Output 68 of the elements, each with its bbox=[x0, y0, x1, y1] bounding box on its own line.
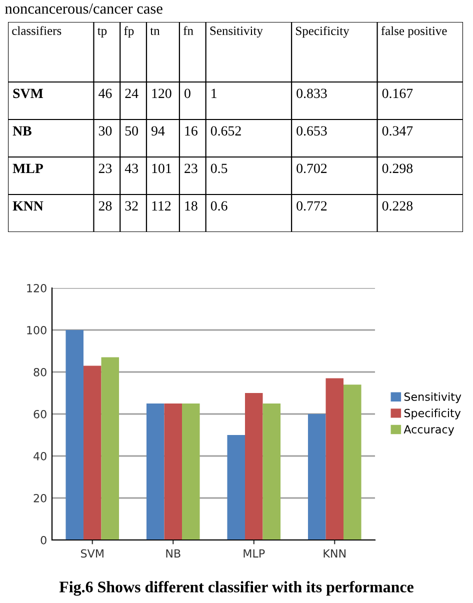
category-label: tp bbox=[97, 28, 107, 38]
text: KNN bbox=[12, 201, 44, 210]
bar bbox=[344, 384, 362, 540]
bar bbox=[101, 357, 120, 540]
text: 0.6 bbox=[210, 201, 228, 211]
bar bbox=[326, 378, 344, 540]
text: 43 bbox=[124, 164, 138, 174]
text: 46 bbox=[98, 88, 112, 98]
bar bbox=[227, 435, 245, 540]
bar bbox=[182, 404, 200, 540]
text: 24 bbox=[125, 88, 138, 98]
y-tick-label: 80 bbox=[34, 368, 46, 376]
text: noncancerous/cancer case bbox=[5, 4, 162, 14]
category-label: fn bbox=[183, 26, 194, 35]
text: 120 bbox=[152, 88, 172, 98]
text: 50 bbox=[125, 126, 138, 136]
legend-label: Accuracy bbox=[404, 425, 454, 436]
bar bbox=[146, 404, 164, 540]
bar bbox=[262, 404, 281, 540]
text: 0.5 bbox=[210, 164, 228, 174]
text: 0.228 bbox=[382, 201, 413, 211]
y-tick-label: 0 bbox=[40, 536, 46, 544]
text: 0.347 bbox=[382, 126, 413, 136]
text: 0.833 bbox=[296, 88, 327, 98]
text: 16 bbox=[185, 126, 198, 136]
y-tick-label: 20 bbox=[34, 494, 46, 502]
text: 0.702 bbox=[296, 164, 327, 174]
text: 30 bbox=[98, 126, 112, 136]
text: 18 bbox=[185, 201, 198, 211]
text: 0.653 bbox=[296, 126, 327, 136]
text: 28 bbox=[98, 201, 112, 211]
text: 94 bbox=[151, 126, 165, 136]
category-label: Specificity bbox=[296, 26, 350, 38]
bar bbox=[308, 414, 326, 540]
bar bbox=[83, 366, 102, 540]
y-tick-label: 100 bbox=[27, 326, 46, 334]
text: 112 bbox=[152, 201, 171, 210]
x-tick-label: SVM bbox=[80, 549, 104, 558]
caption: Fig.6 Shows different classifier with its performance bbox=[59, 580, 414, 596]
x-tick-label: KNN bbox=[324, 549, 346, 558]
text: 23 bbox=[98, 164, 112, 174]
text: 32 bbox=[125, 201, 138, 211]
category-label: Sensitivity bbox=[210, 26, 263, 38]
category-label: classifiers bbox=[12, 26, 62, 35]
bar bbox=[66, 330, 84, 540]
y-tick-label: 60 bbox=[34, 410, 46, 418]
y-tick-label: 40 bbox=[34, 452, 46, 460]
text: NB bbox=[12, 126, 32, 136]
x-tick-label: MLP bbox=[244, 549, 265, 558]
legend-label: Specificity bbox=[404, 408, 461, 420]
text: 0 bbox=[184, 88, 190, 98]
y-tick-label: 120 bbox=[27, 284, 46, 292]
text: 0.298 bbox=[382, 164, 413, 174]
text: 0.167 bbox=[382, 88, 413, 98]
text: 0.652 bbox=[210, 126, 241, 136]
legend-label: Sensitivity bbox=[404, 392, 462, 404]
text: SVM bbox=[13, 88, 44, 98]
x-tick-label: NB bbox=[166, 549, 180, 558]
text: 23 bbox=[184, 164, 198, 174]
text: MLP bbox=[12, 164, 44, 173]
bar bbox=[244, 393, 263, 540]
category-label: fp bbox=[124, 26, 134, 38]
text: 101 bbox=[152, 164, 172, 174]
text: 0.772 bbox=[296, 201, 327, 211]
bar bbox=[164, 404, 182, 540]
category-label: false positive bbox=[381, 26, 447, 38]
category-label: tn bbox=[150, 28, 160, 35]
text: 1 bbox=[212, 88, 216, 98]
